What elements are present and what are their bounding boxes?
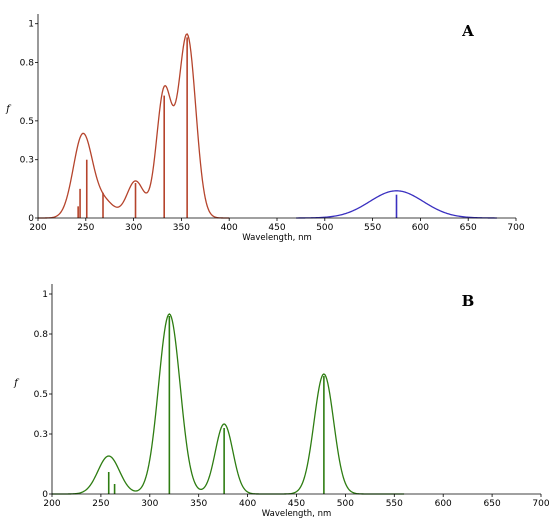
x-tick-label: 300 [125,223,142,233]
y-tick-label: 0.5 [34,390,48,400]
x-tick-label: 250 [92,499,109,509]
x-tick-label: 650 [484,499,501,509]
spectrum-curve-0 [52,313,405,495]
x-ticks: 200 250 300 350 400 450 500 550 600 650 700 [29,218,525,233]
y-tick-label: 0 [28,214,34,224]
y-tick-label: 0.3 [34,430,48,440]
chart-panel-b: 200 250 300 350 400 450 500 550 600 650 700 0 0.3 0.… [13,284,550,519]
x-tick-label: 500 [316,223,333,233]
x-tick-label: 200 [29,223,46,233]
x-tick-label: 450 [268,223,285,233]
y-tick-label: 0.8 [20,59,35,69]
x-tick-label: 250 [77,223,94,233]
x-tick-label: 300 [141,499,158,509]
y-ticks: 0 0.3 0.5 0.8 1 [34,290,52,500]
x-tick-label: 400 [221,223,238,233]
x-tick-label: 550 [386,499,403,509]
sticks [77,37,398,218]
curves [38,33,497,219]
x-tick-label: 650 [460,223,477,233]
y-tick-label: 1 [28,20,34,30]
spectrum-curve-1 [296,190,497,219]
axes: 200 250 300 350 400 450 500 550 600 650 700 0 0.3 0.… [34,284,550,509]
x-axis-title: Wavelength, nm [262,509,332,519]
y-tick-label: 0.5 [20,117,34,127]
x-tick-label: 200 [43,499,60,509]
x-tick-label: 600 [435,499,452,509]
chart-panel-a: 200 250 300 350 400 450 500 550 600 650 700 0 0.3 0.… [5,14,525,243]
x-tick-label: 550 [364,223,381,233]
axes: 200 250 300 350 400 450 500 550 600 650 700 0 0.3 0.… [20,14,525,233]
spectrum-curve-0 [38,33,230,219]
y-ticks: 0 0.3 0.5 0.8 1 [20,20,38,224]
panel-label: A [461,22,474,40]
y-axis-title: f [5,104,12,115]
x-tick-label: 350 [173,223,190,233]
x-tick-label: 500 [337,499,354,509]
panel-label: B [462,292,475,310]
x-ticks: 200 250 300 350 400 450 500 550 600 650 700 [43,494,550,509]
sticks [107,316,325,494]
curves [52,313,405,495]
x-axis-title: Wavelength, nm [242,233,312,243]
y-tick-label: 0 [42,490,48,500]
y-tick-label: 0.8 [34,330,49,340]
y-tick-label: 1 [42,290,48,300]
x-tick-label: 450 [288,499,305,509]
x-tick-label: 600 [412,223,429,233]
y-axis-title: f [13,378,20,389]
x-tick-label: 350 [190,499,207,509]
x-tick-label: 400 [239,499,256,509]
x-tick-label: 700 [532,499,549,509]
y-tick-label: 0.3 [20,156,34,166]
x-tick-label: 700 [507,223,524,233]
